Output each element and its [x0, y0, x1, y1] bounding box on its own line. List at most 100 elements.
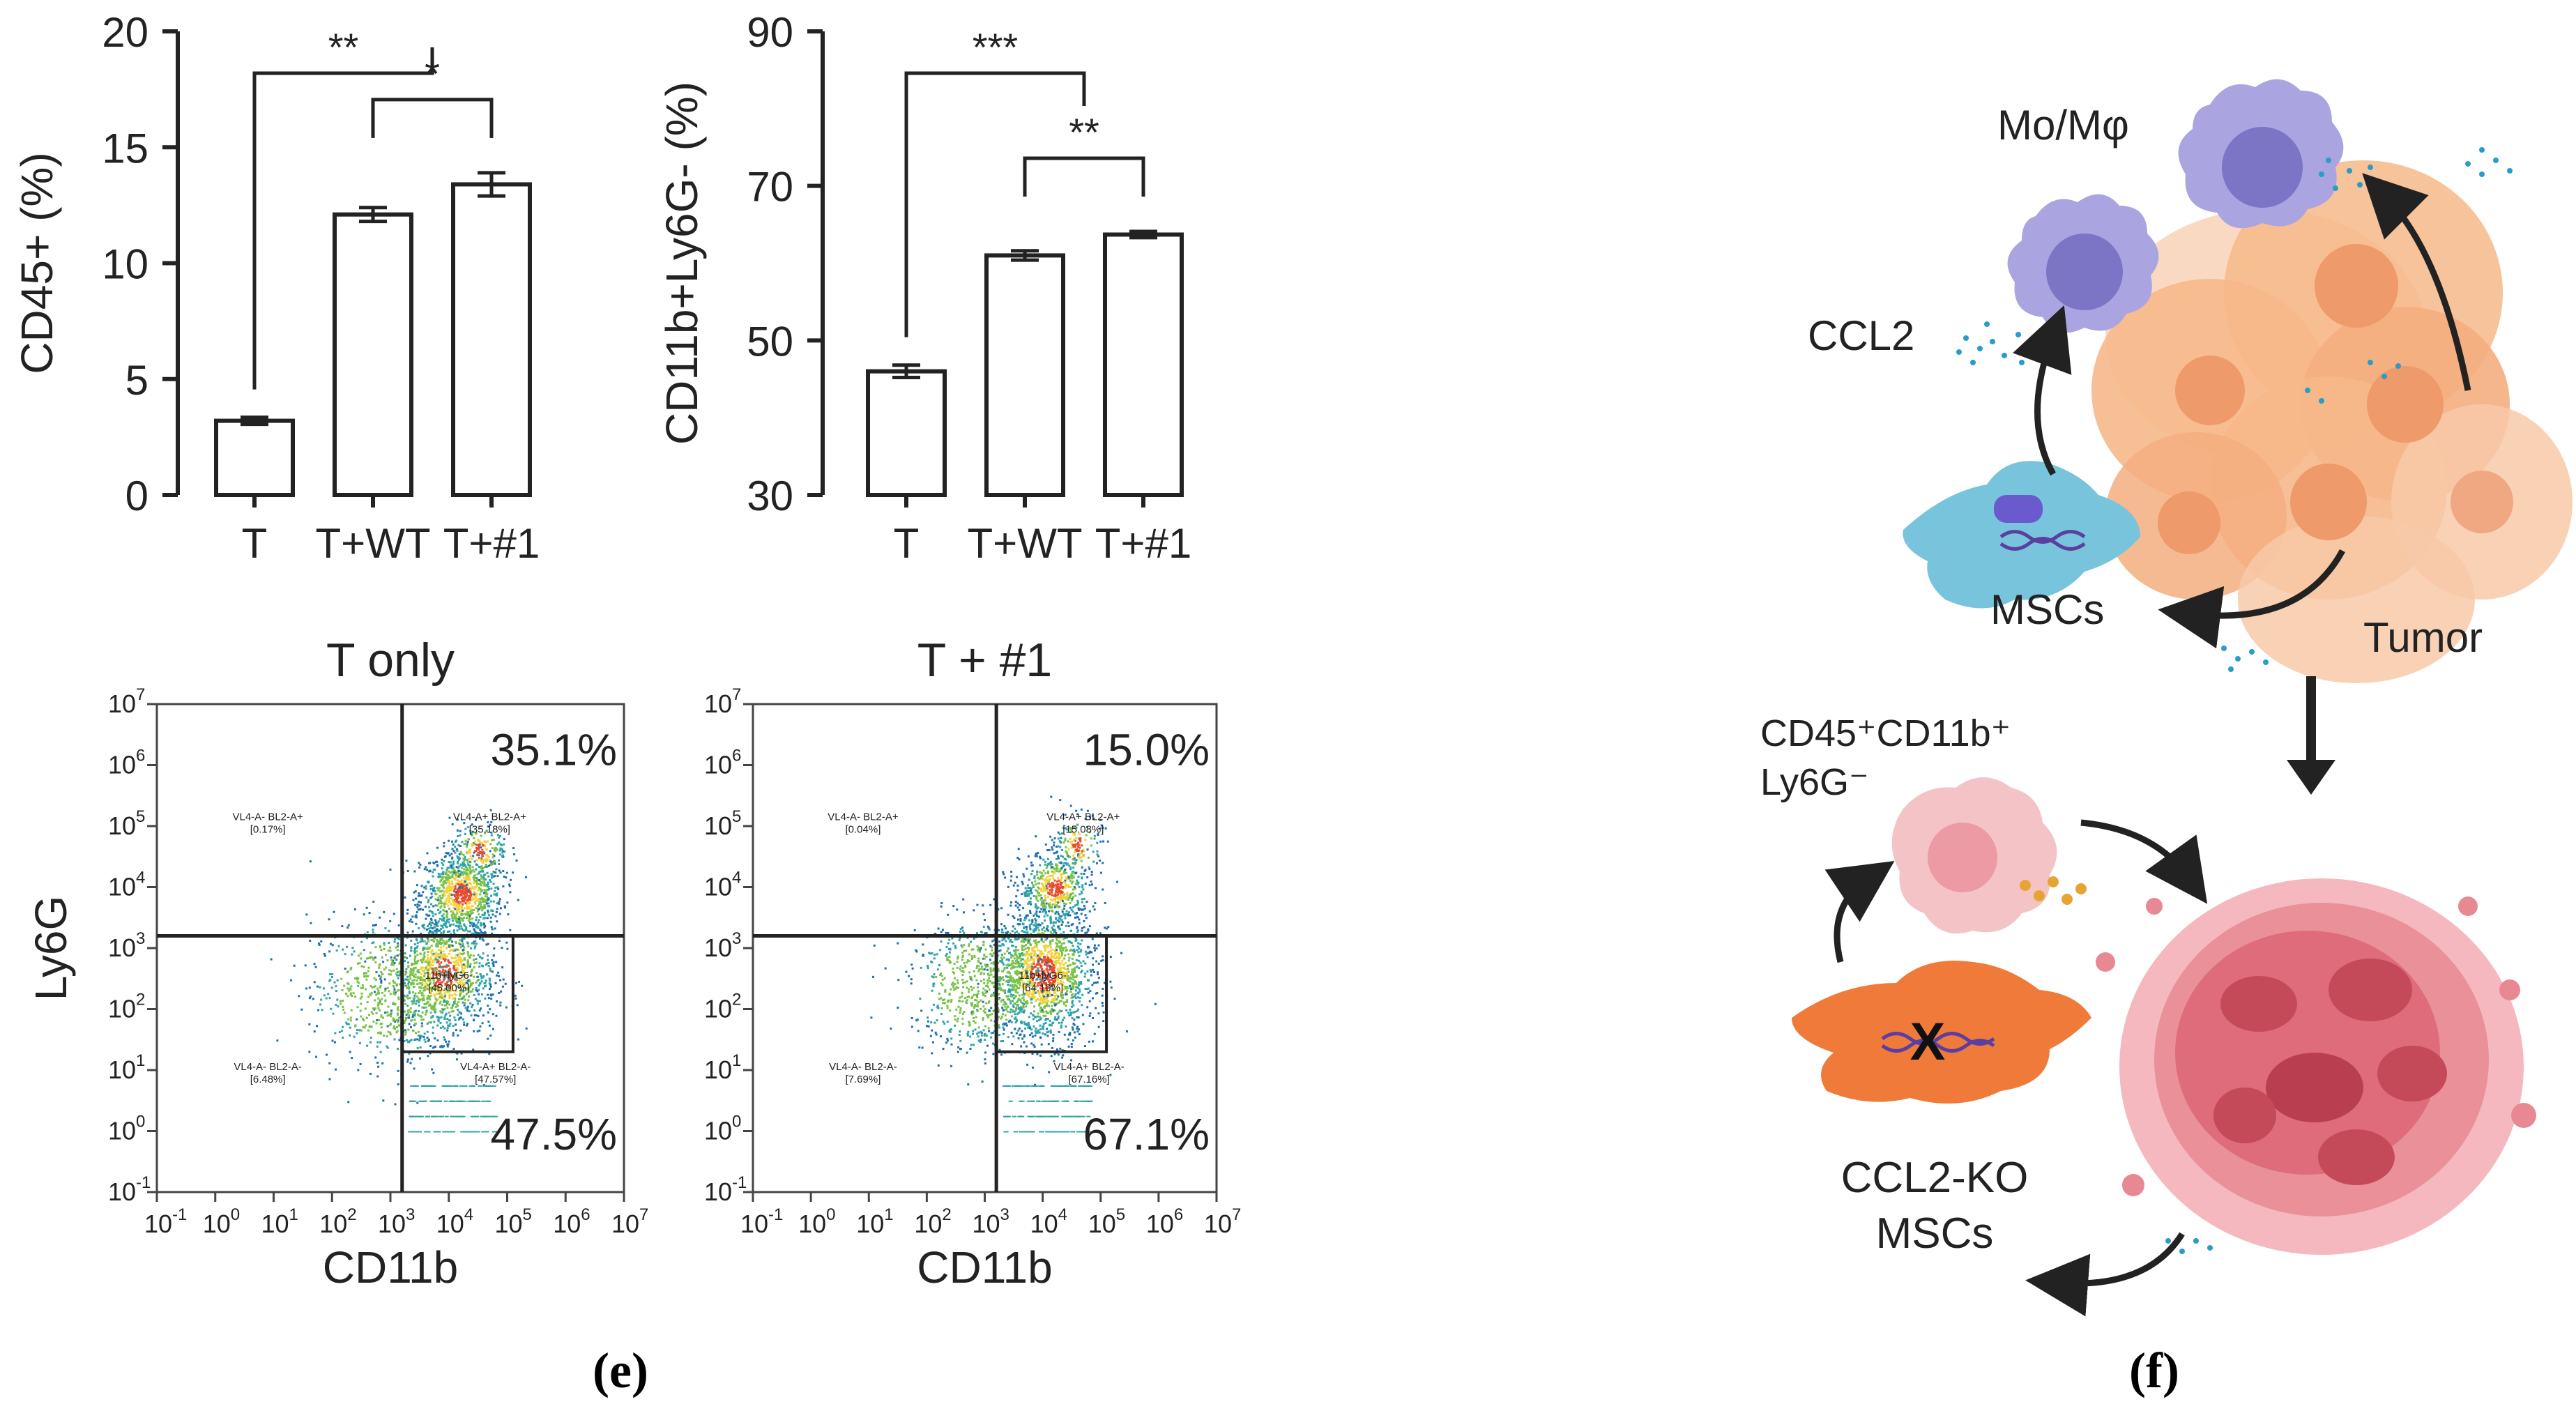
- event-dot: [317, 942, 320, 945]
- event-dot: [445, 887, 448, 890]
- event-dot: [446, 877, 449, 880]
- event-dot: [386, 1046, 389, 1049]
- event-dot: [1055, 939, 1058, 942]
- event-dot: [381, 1062, 384, 1065]
- event-dot: [1035, 972, 1038, 975]
- event-dot: [459, 834, 462, 837]
- event-dot: [445, 890, 448, 892]
- event-dot: [1014, 950, 1017, 953]
- event-dot: [427, 963, 430, 966]
- event-dot: [396, 1014, 399, 1016]
- event-dot: [1055, 1048, 1058, 1051]
- event-dot: [397, 942, 399, 945]
- event-dot: [1023, 945, 1026, 948]
- event-dot: [455, 866, 458, 869]
- event-dot: [1049, 946, 1052, 949]
- upper-right-percentage: 35.1%: [491, 725, 617, 775]
- event-dot: [414, 962, 417, 965]
- event-dot: [1055, 917, 1058, 920]
- event-dot: [1004, 876, 1007, 879]
- event-dot: [489, 920, 492, 923]
- event-dot: [490, 887, 493, 890]
- event-dot: [1051, 1005, 1053, 1007]
- event-dot: [437, 961, 440, 963]
- event-dot: [516, 1004, 519, 1007]
- y-tick-exponent: 2: [136, 991, 145, 1009]
- event-dot: [410, 971, 413, 974]
- event-dot: [475, 931, 478, 934]
- event-dot: [499, 907, 502, 910]
- event-dot: [1028, 1016, 1030, 1018]
- event-dot: [1024, 1001, 1027, 1004]
- event-dot: [1092, 905, 1095, 908]
- event-dot: [413, 1024, 416, 1027]
- event-dot: [450, 910, 452, 913]
- event-dot: [1059, 873, 1062, 876]
- event-dot: [462, 1001, 464, 1004]
- event-dot: [308, 997, 311, 1000]
- event-dot: [429, 991, 432, 994]
- event-dot: [1074, 997, 1077, 1000]
- event-dot: [1025, 968, 1028, 971]
- event-dot: [464, 898, 467, 901]
- event-dot: [1044, 1001, 1047, 1004]
- event-dot: [425, 965, 428, 968]
- event-dot: [467, 826, 470, 829]
- event-dot: [429, 995, 432, 998]
- event-dot: [421, 992, 424, 995]
- event-dot: [433, 862, 436, 864]
- event-dot: [425, 943, 428, 945]
- event-dot: [450, 887, 453, 890]
- event-dot: [465, 892, 468, 895]
- event-dot: [460, 853, 463, 855]
- event-dot: [461, 968, 464, 971]
- event-dot: [496, 848, 498, 851]
- event-dot: [472, 855, 475, 857]
- event-dot: [454, 885, 457, 887]
- event-dot: [381, 998, 383, 1000]
- event-dot: [1035, 928, 1038, 931]
- event-dot: [460, 894, 463, 896]
- y-tick-label: 102: [108, 991, 145, 1023]
- event-dot: [1058, 983, 1061, 986]
- event-dot: [1065, 972, 1068, 975]
- event-dot: [454, 975, 457, 978]
- event-dot: [427, 947, 429, 949]
- event-dot: [448, 901, 450, 903]
- event-dot: [378, 1002, 381, 1005]
- event-dot: [358, 1029, 361, 1032]
- event-dot: [310, 922, 312, 924]
- event-dot: [1032, 947, 1035, 949]
- event-dot: [484, 865, 487, 868]
- event-dot: [406, 1005, 409, 1007]
- event-dot: [393, 982, 395, 984]
- event-dot: [447, 904, 450, 907]
- event-dot: [441, 867, 443, 870]
- event-dot: [413, 997, 416, 1000]
- event-dot: [1040, 1002, 1043, 1005]
- event-dot: [1081, 908, 1083, 911]
- event-dot: [1052, 964, 1055, 967]
- event-dot: [474, 945, 477, 947]
- event-dot: [1023, 1041, 1026, 1044]
- event-dot: [482, 1084, 485, 1087]
- event-dot: [977, 982, 980, 985]
- event-dot: [1045, 968, 1048, 970]
- event-dot: [484, 895, 487, 898]
- event-dot: [463, 937, 466, 940]
- event-dot: [468, 915, 471, 917]
- event-dot: [980, 962, 982, 965]
- event-dot: [1014, 927, 1016, 930]
- event-dot: [438, 956, 441, 959]
- event-dot: [1030, 984, 1032, 987]
- event-dot: [422, 998, 425, 1001]
- event-dot: [472, 1048, 475, 1051]
- event-dot: [1044, 886, 1046, 889]
- event-dot: [475, 1115, 480, 1117]
- event-dot: [480, 870, 482, 873]
- event-dot: [1066, 986, 1069, 989]
- event-dot: [423, 989, 426, 991]
- event-dot: [445, 1002, 448, 1005]
- y-tick-label: 10-1: [108, 1173, 151, 1206]
- event-dot: [320, 998, 323, 1001]
